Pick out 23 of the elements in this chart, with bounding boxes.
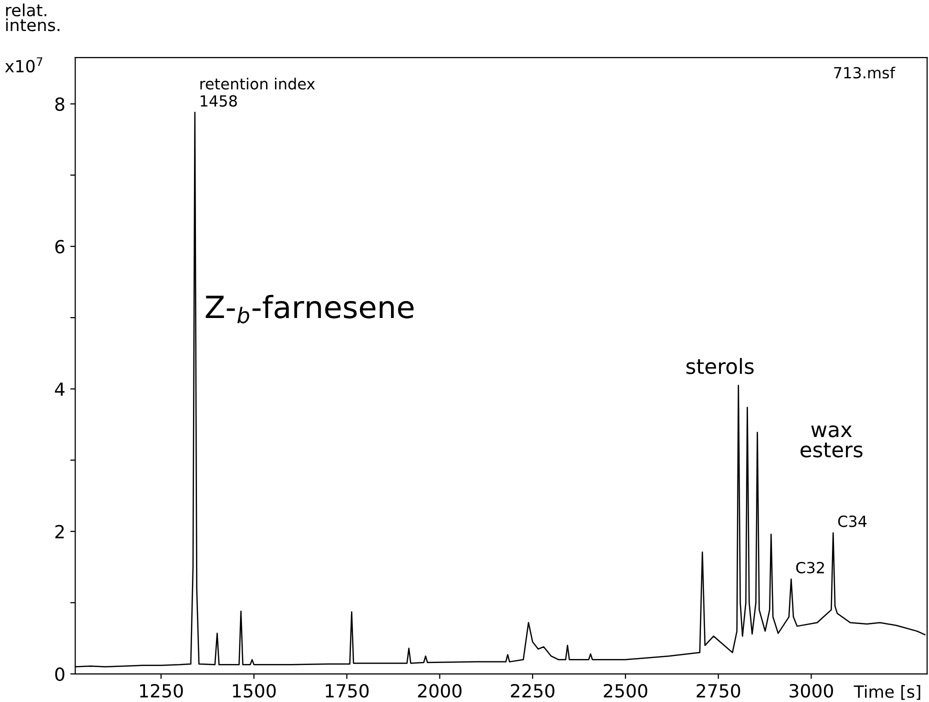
- x-tick-label: 1750: [326, 684, 369, 698]
- annotation: Z-$_{b}$-farnesene: [206, 294, 414, 324]
- y-tick-label: 2: [55, 524, 64, 538]
- y-tick-label: 4: [54, 382, 65, 396]
- annotation: retention index 1458: [200, 78, 315, 107]
- y-tick-label: 0: [55, 667, 64, 682]
- annotation: wax esters: [800, 425, 862, 458]
- x-tick-label: 2000: [418, 684, 462, 698]
- annotation: 713.msf: [834, 66, 896, 79]
- x-tick-label: 2500: [604, 684, 648, 698]
- y-tick-label: 6: [55, 240, 64, 254]
- x-tick-label: 2750: [696, 684, 740, 698]
- x-tick-label: 1500: [232, 684, 276, 698]
- text: x10$^{7}$: [5, 57, 42, 72]
- annotation: C34: [838, 516, 867, 528]
- y-tick-label: 8: [55, 97, 64, 111]
- annotation: sterols: [686, 358, 754, 374]
- x-tick-label: 1250: [140, 684, 183, 698]
- x-tick-label: 3000: [790, 684, 834, 698]
- x-axis-title: Time [s]: [854, 685, 920, 700]
- annotation: C32: [796, 562, 824, 574]
- y-axis-title: relat. intens.: [6, 4, 60, 32]
- x-tick-label: 2250: [510, 684, 554, 698]
